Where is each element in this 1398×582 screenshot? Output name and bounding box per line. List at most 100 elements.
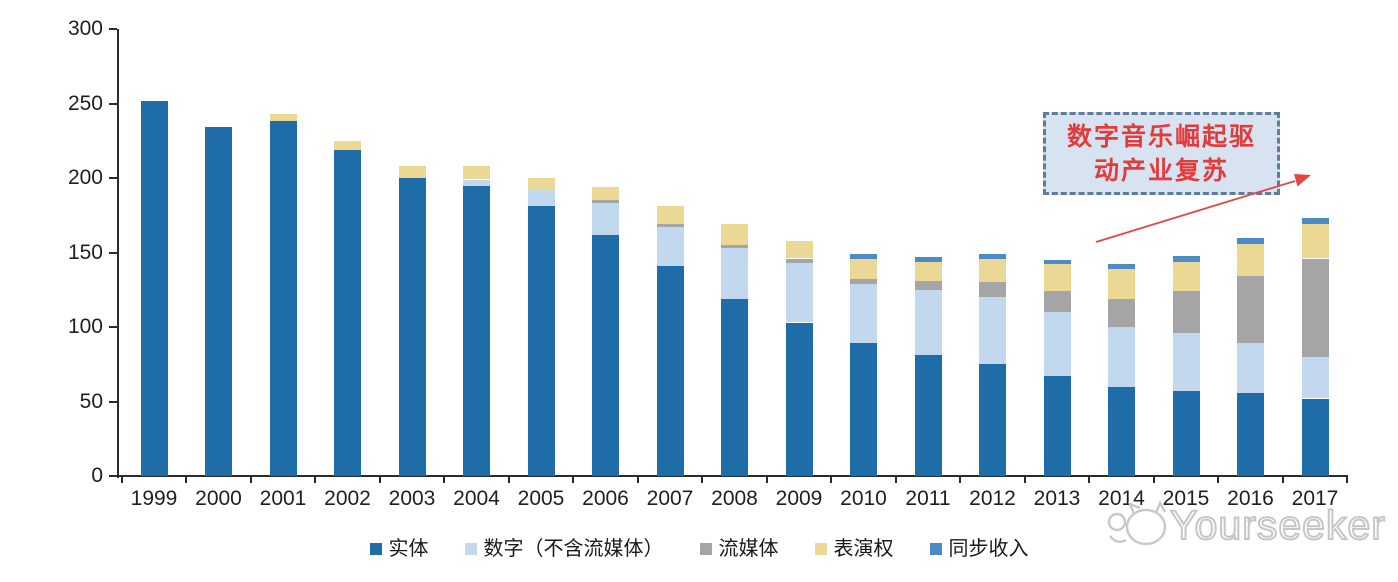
y-axis-tick	[109, 475, 117, 477]
x-axis-label: 2000	[195, 487, 242, 510]
bar-segment-synchronisation	[850, 254, 877, 259]
bar-segment-physical	[1043, 376, 1071, 476]
bar-segment-digital_excl_streaming	[527, 189, 555, 207]
x-axis-tick	[572, 476, 575, 483]
x-axis-tick	[1088, 476, 1091, 483]
bar-segment-streaming	[1301, 258, 1329, 357]
bar-segment-streaming	[785, 258, 813, 263]
y-axis-label: 200	[67, 166, 103, 189]
bar-segment-streaming	[721, 245, 748, 249]
bar-segment-synchronisation	[1172, 255, 1200, 262]
bar-segment-streaming	[1043, 291, 1071, 313]
x-axis-label: 2011	[905, 487, 951, 510]
bar-segment-performance_rights	[914, 261, 942, 281]
legend: 实体 数字（不含流媒体） 流媒体 表演权 同步收入	[0, 537, 1398, 561]
x-axis-label: 2010	[840, 487, 887, 510]
x-axis-tick	[314, 476, 317, 483]
bar-segment-performance_rights	[527, 178, 555, 190]
x-axis-tick	[1281, 476, 1284, 483]
bar-segment-physical	[398, 178, 426, 476]
annotation-line: 动产业复苏	[1093, 156, 1229, 185]
x-axis	[117, 475, 1348, 477]
bar-segment-streaming	[1172, 291, 1200, 333]
x-axis-label: 2017	[1291, 487, 1339, 510]
x-axis-label: 2008	[711, 487, 758, 510]
bar-segment-physical	[205, 127, 232, 476]
y-axis-label: 100	[67, 315, 103, 338]
y-axis-tick	[109, 251, 117, 254]
bar-segment-performance_rights	[1108, 268, 1135, 299]
bar-segment-synchronisation	[979, 254, 1006, 259]
x-axis-label: 1999	[130, 487, 178, 510]
legend-label: 表演权	[833, 538, 894, 560]
y-axis-tick	[109, 28, 117, 30]
watermark: Yourseeker	[1104, 496, 1394, 556]
bar-segment-digital_excl_streaming	[592, 203, 619, 235]
bar-segment-performance_rights	[979, 258, 1006, 283]
bar-segment-physical	[850, 343, 877, 476]
x-axis-tick	[120, 476, 123, 483]
bar-segment-physical	[334, 149, 361, 476]
bar-segment-physical	[914, 355, 942, 476]
x-axis-tick	[830, 476, 833, 483]
x-axis-tick	[1152, 476, 1155, 483]
bar-segment-digital_excl_streaming	[656, 227, 684, 266]
bar-segment-performance_rights	[656, 206, 684, 225]
legend-swatch	[929, 543, 942, 555]
bar-segment-synchronisation	[1043, 259, 1071, 265]
x-axis-label: 2006	[582, 487, 629, 510]
bar-segment-streaming	[656, 224, 684, 228]
watermark-text: Yourseeker	[1169, 501, 1386, 549]
bar-segment-physical	[463, 185, 490, 476]
x-axis-tick	[185, 476, 188, 483]
bar-segment-streaming	[850, 279, 877, 284]
legend-label: 实体	[388, 538, 429, 560]
x-axis-tick	[1023, 476, 1026, 483]
x-axis-tick	[443, 476, 446, 483]
annotation-line: 数字音乐崛起驱	[1066, 122, 1256, 151]
bar-segment-digital_excl_streaming	[785, 262, 813, 323]
bar-segment-streaming	[592, 200, 619, 204]
legend-item-performance_rights: 表演权	[814, 537, 894, 561]
bar-segment-digital_excl_streaming	[1301, 356, 1329, 399]
bar-segment-performance_rights	[1301, 224, 1329, 259]
x-axis-tick	[507, 476, 510, 483]
x-axis-label: 2005	[517, 487, 565, 510]
bar-segment-physical	[1237, 392, 1264, 476]
x-axis-tick	[959, 476, 962, 483]
x-axis-tick	[894, 476, 897, 483]
x-axis-tick	[1346, 476, 1349, 483]
bar-segment-performance_rights	[1237, 243, 1264, 277]
bar-segment-digital_excl_streaming	[979, 297, 1006, 365]
bar-segment-physical	[140, 100, 168, 476]
bar-segment-digital_excl_streaming	[1172, 333, 1200, 392]
y-axis-label: 150	[67, 240, 103, 264]
legend-label: 同步收入	[948, 538, 1029, 560]
bar-segment-streaming	[914, 280, 942, 290]
legend-swatch	[464, 543, 477, 555]
x-axis-label: 2003	[388, 487, 436, 510]
bar-segment-streaming	[979, 282, 1006, 298]
x-axis-tick	[765, 476, 768, 483]
y-axis	[117, 29, 119, 478]
bar-segment-digital_excl_streaming	[1108, 327, 1135, 387]
annotation-callout: 数字音乐崛起驱 动产业复苏	[1043, 112, 1280, 195]
x-axis-tick	[378, 476, 381, 483]
bar-segment-physical	[269, 121, 297, 476]
y-axis-tick	[109, 177, 117, 179]
bar-segment-physical	[527, 206, 555, 476]
bar-segment-synchronisation	[1108, 264, 1135, 269]
bar-segment-physical	[592, 234, 619, 476]
bar-segment-synchronisation	[1301, 218, 1329, 225]
bar-segment-performance_rights	[334, 140, 361, 150]
x-axis-label: 2002	[324, 487, 371, 510]
legend-swatch	[699, 543, 712, 555]
x-axis-label: 2012	[969, 487, 1016, 510]
bar-segment-physical	[1108, 386, 1135, 476]
y-axis-label: 50	[79, 389, 103, 413]
x-axis-tick	[701, 476, 704, 483]
legend-item-streaming: 流媒体	[699, 537, 779, 561]
bar-segment-physical	[785, 322, 813, 476]
bar-segment-digital_excl_streaming	[1237, 343, 1264, 393]
